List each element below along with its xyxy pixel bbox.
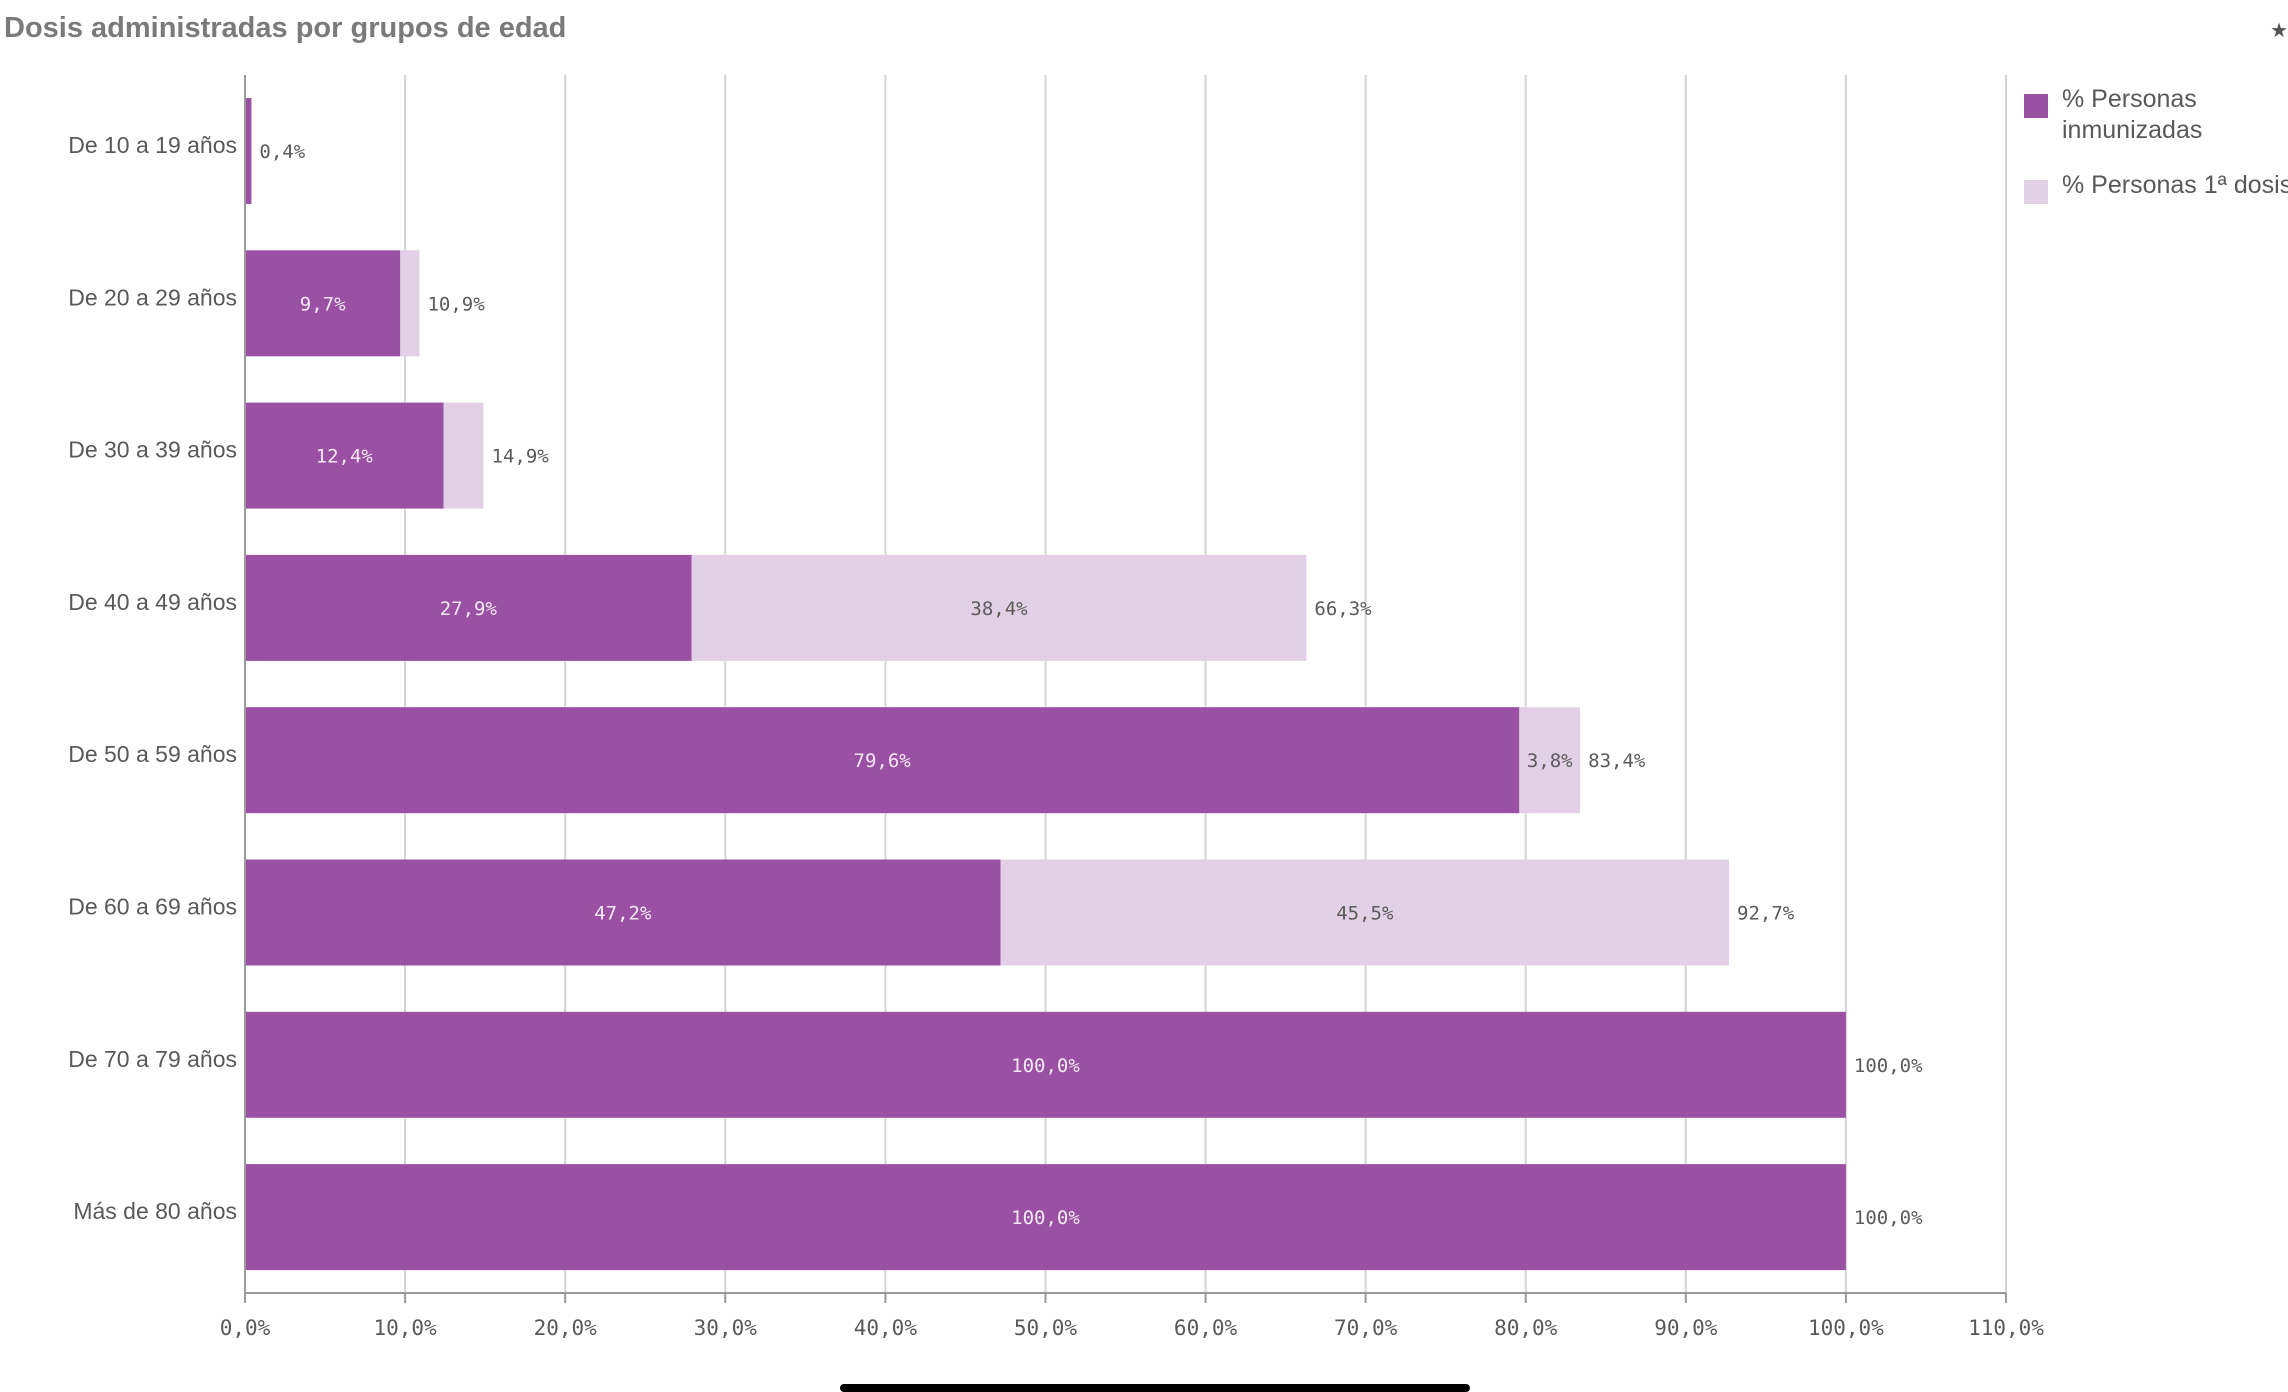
bar-segment-primera-dosis xyxy=(1000,859,1730,966)
legend[interactable]: % Personas inmunizadas % Personas 1ª dosis xyxy=(2024,85,2288,204)
bar-segment-primera-dosis xyxy=(1519,707,1581,814)
legend-swatch-primera-dosis[interactable] xyxy=(2024,180,2048,204)
bar-segment-label: 3,8% xyxy=(1527,750,1573,772)
x-tick-label: 40,0% xyxy=(854,1316,918,1340)
bar-segment-primera-dosis xyxy=(443,402,484,509)
axes: 0,0% 10,0% 20,0% 30,0% 40,0% 50,0% 60,0% 70,0% 8… xyxy=(220,75,2044,1340)
bar-total-label: 83,4% xyxy=(1588,750,1646,772)
bar-segment-inmunizadas xyxy=(245,554,692,661)
x-tick-label: 50,0% xyxy=(1014,1316,1078,1340)
bar-total-label: 0,4% xyxy=(259,141,305,163)
x-tick-label: 60,0% xyxy=(1174,1316,1238,1340)
bar-segment-label: 45,5% xyxy=(1336,903,1394,925)
x-tick-label: 10,0% xyxy=(373,1316,437,1340)
data-labels: 0,4% De 10 a 19 años 9,7% 10,9% De 20 a 29 a… xyxy=(68,132,1923,1229)
bar-segment-inmunizadas xyxy=(245,402,444,509)
bar-segment-label: 12,4% xyxy=(316,446,374,468)
legend-label[interactable]: inmunizadas xyxy=(2062,116,2202,144)
bar-segment-label: 79,6% xyxy=(854,750,912,772)
bar-total-label: 66,3% xyxy=(1314,598,1372,620)
x-tick-label: 0,0% xyxy=(220,1316,271,1340)
category-label: De 30 a 39 años xyxy=(68,437,237,463)
bar-segment-primera-dosis xyxy=(691,554,1307,661)
bar-segment-inmunizadas xyxy=(245,1164,1846,1271)
bar-segment-inmunizadas xyxy=(245,859,1001,966)
bar-segment-primera-dosis xyxy=(400,250,420,357)
bar-total-label: 10,9% xyxy=(427,293,485,315)
category-label: De 20 a 29 años xyxy=(68,284,237,310)
bar-total-label: 100,0% xyxy=(1854,1055,1923,1077)
legend-label[interactable]: % Personas 1ª dosis xyxy=(2062,171,2288,199)
x-tick-label: 110,0% xyxy=(1968,1316,2044,1340)
legend-label[interactable]: % Personas xyxy=(2062,85,2197,113)
bar-total-label: 92,7% xyxy=(1737,903,1795,925)
x-tick-label: 100,0% xyxy=(1808,1316,1884,1340)
x-tick-label: 20,0% xyxy=(534,1316,598,1340)
category-label: De 50 a 59 años xyxy=(68,741,237,767)
bar-segment-label: 100,0% xyxy=(1011,1055,1080,1077)
bar-total-label: 14,9% xyxy=(492,446,550,468)
bar-segment-label: 27,9% xyxy=(440,598,498,620)
category-label: De 10 a 19 años xyxy=(68,132,237,158)
category-label: De 60 a 69 años xyxy=(68,894,237,920)
bar-segment-label: 47,2% xyxy=(594,903,652,925)
bar-segment-label: 38,4% xyxy=(970,598,1028,620)
category-label: Más de 80 años xyxy=(73,1198,237,1224)
x-tick-label: 80,0% xyxy=(1494,1316,1558,1340)
bar-segment-inmunizadas xyxy=(245,1011,1846,1118)
bar-segment-inmunizadas xyxy=(245,98,252,204)
scroll-indicator[interactable] xyxy=(840,1384,1470,1392)
x-tick-label: 30,0% xyxy=(694,1316,758,1340)
bars xyxy=(245,98,1846,1271)
chart-title: Dosis administradas por grupos de edad xyxy=(4,12,567,44)
category-label: De 40 a 49 años xyxy=(68,589,237,615)
bar-segment-label: 100,0% xyxy=(1011,1207,1080,1229)
legend-swatch-inmunizadas[interactable] xyxy=(2024,94,2048,118)
category-label: De 70 a 79 años xyxy=(68,1046,237,1072)
bar-segment-inmunizadas xyxy=(245,707,1520,814)
bar-total-label: 100,0% xyxy=(1854,1207,1923,1229)
pin-icon[interactable]: ★ xyxy=(2270,18,2288,42)
x-tick-label: 70,0% xyxy=(1334,1316,1398,1340)
bar-segment-label: 9,7% xyxy=(300,293,346,315)
x-tick-label: 90,0% xyxy=(1654,1316,1718,1340)
bar-segment-inmunizadas xyxy=(245,250,401,357)
